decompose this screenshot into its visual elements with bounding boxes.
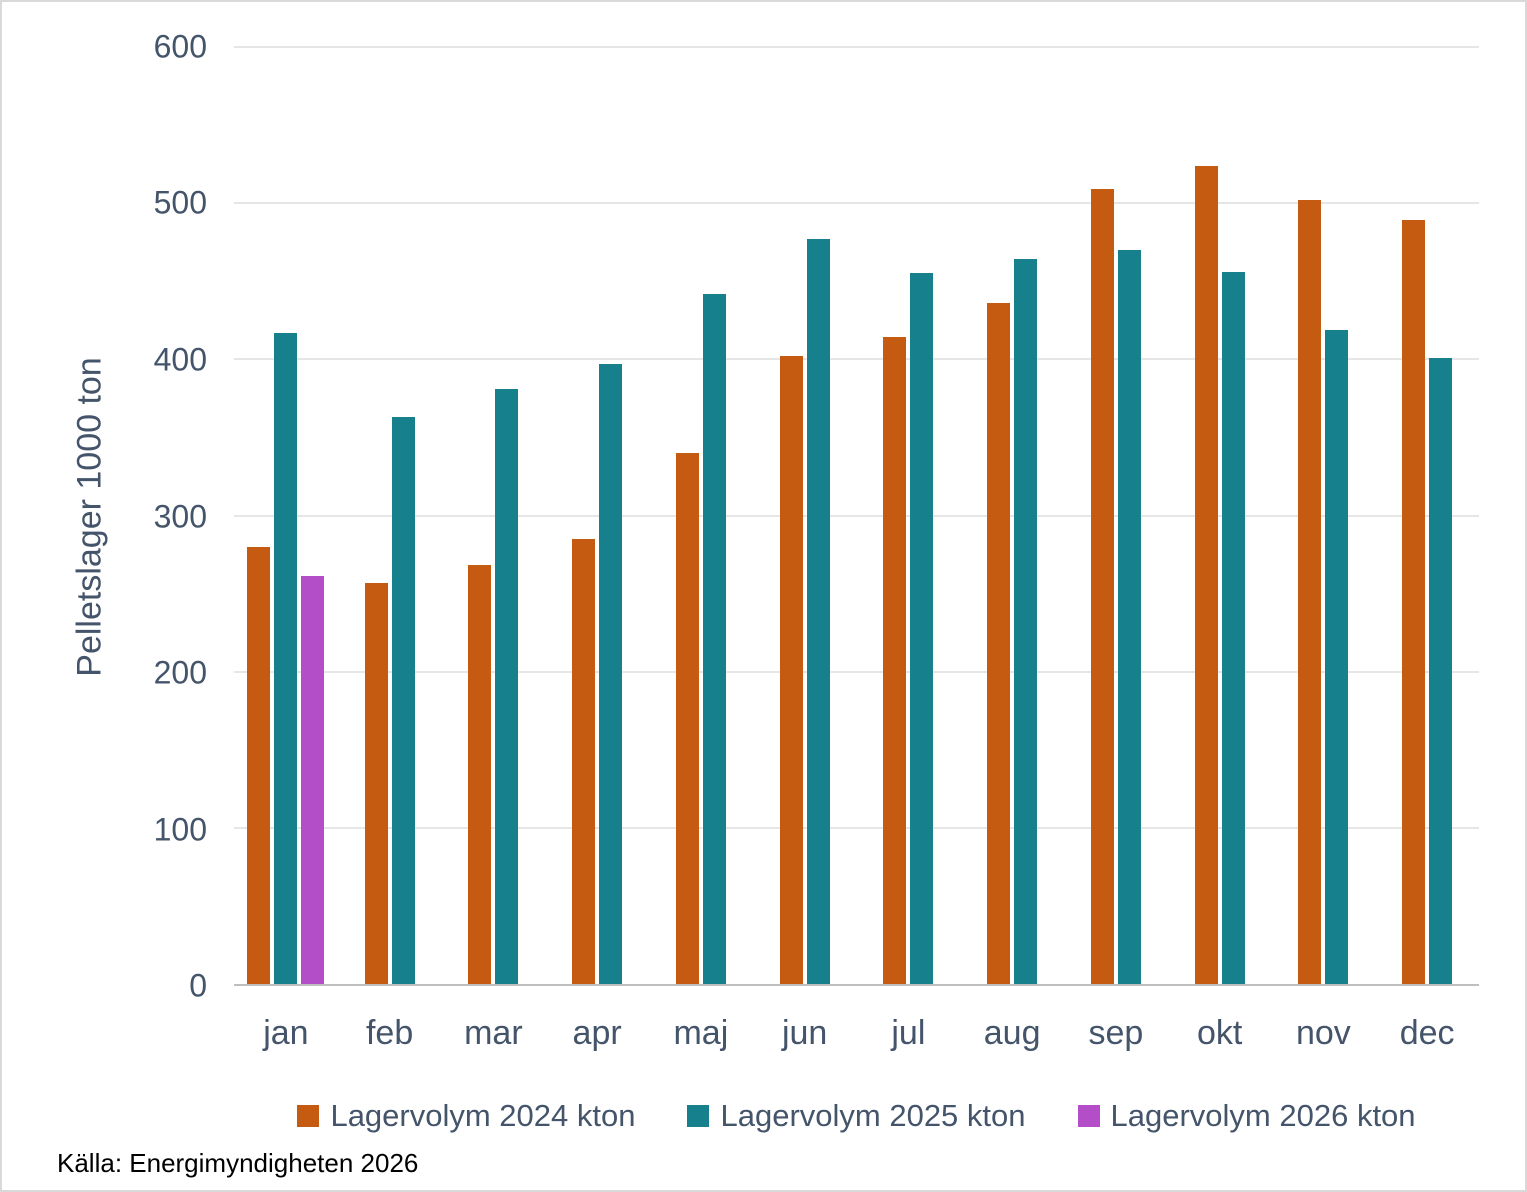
x-tick-label-mar: mar	[464, 1014, 523, 1052]
source-caption: Källa: Energimyndigheten 2026	[57, 1148, 419, 1178]
bar-sep-lagervolym-2025-kton	[1117, 250, 1141, 984]
x-tick-label-jun: jun	[781, 1014, 828, 1052]
legend-item-lagervolym-2024-kton: Lagervolym 2024 kton	[297, 1098, 635, 1134]
y-tick-label-200: 200	[153, 654, 207, 691]
bar-group-nov	[1272, 47, 1376, 984]
gridline-300	[234, 514, 1479, 517]
legend-item-lagervolym-2025-kton: Lagervolym 2025 kton	[687, 1098, 1026, 1134]
bar-group-maj	[649, 47, 753, 984]
legend: Lagervolym 2024 kton Lagervolym 2025 kton…	[234, 1098, 1479, 1134]
legend-swatch-icon	[297, 1105, 320, 1127]
y-tick-label-400: 400	[153, 341, 207, 378]
bar-jan-lagervolym-2025-kton	[274, 332, 298, 984]
bar-dec-lagervolym-2025-kton	[1429, 357, 1453, 984]
legend-swatch-icon	[1077, 1105, 1100, 1127]
x-tick-label-dec: dec	[1399, 1014, 1455, 1052]
gridline-500	[234, 202, 1479, 205]
bar-jul-lagervolym-2025-kton	[910, 273, 934, 984]
bar-nov-lagervolym-2024-kton	[1298, 200, 1322, 984]
bar-sep-lagervolym-2024-kton	[1090, 189, 1114, 984]
bar-group-dec	[1375, 47, 1479, 984]
gridline-400	[234, 358, 1479, 361]
bar-jan-lagervolym-2026-kton	[301, 576, 325, 984]
bar-mar-lagervolym-2025-kton	[495, 389, 519, 984]
bar-maj-lagervolym-2024-kton	[675, 453, 699, 984]
bar-feb-lagervolym-2025-kton	[391, 417, 415, 984]
x-tick-label-feb: feb	[365, 1014, 414, 1052]
y-axis-tick-labels: 0 100 200 300 400 500 600	[2, 29, 207, 1004]
bar-group-jan	[234, 47, 338, 984]
y-tick-label-100: 100	[153, 811, 207, 847]
x-tick-label-nov: nov	[1295, 1014, 1351, 1052]
gridline-100	[234, 826, 1479, 829]
legend-label: Lagervolym 2026 kton	[1110, 1098, 1416, 1133]
bar-jun-lagervolym-2024-kton	[779, 356, 803, 984]
bar-group-feb	[338, 47, 442, 984]
y-tick-label-600: 600	[153, 28, 207, 65]
x-tick-label-apr: apr	[572, 1014, 622, 1052]
y-tick-label-500: 500	[153, 184, 207, 221]
legend-label: Lagervolym 2025 kton	[720, 1098, 1026, 1133]
bar-apr-lagervolym-2025-kton	[599, 364, 623, 984]
x-tick-label-sep: sep	[1088, 1014, 1144, 1052]
bar-maj-lagervolym-2025-kton	[702, 293, 726, 984]
legend-label: Lagervolym 2024 kton	[330, 1098, 636, 1133]
x-axis-labels: jan feb mar apr maj jun jul aug sep okt nov dec	[234, 1014, 1479, 1053]
x-tick-label-aug: aug	[983, 1014, 1041, 1052]
bar-group-sep	[1064, 47, 1168, 984]
bar-group-jul	[857, 47, 961, 984]
bar-aug-lagervolym-2024-kton	[987, 303, 1011, 984]
y-tick-label-300: 300	[153, 498, 207, 534]
bar-jun-lagervolym-2025-kton	[806, 239, 830, 984]
y-tick-label-0: 0	[189, 967, 207, 1004]
gridline-600	[234, 46, 1479, 48]
bar-okt-lagervolym-2024-kton	[1194, 165, 1218, 984]
bar-feb-lagervolym-2024-kton	[364, 582, 388, 984]
x-tick-label-jan: jan	[263, 1014, 309, 1052]
bar-jan-lagervolym-2024-kton	[247, 546, 271, 984]
bar-jul-lagervolym-2024-kton	[883, 337, 907, 984]
bar-group-okt	[1168, 47, 1272, 984]
x-tick-label-maj: maj	[673, 1014, 729, 1052]
x-tick-label-okt: okt	[1196, 1014, 1243, 1052]
bar-okt-lagervolym-2025-kton	[1221, 271, 1245, 984]
bar-nov-lagervolym-2025-kton	[1325, 329, 1349, 984]
bar-group-jun	[753, 47, 857, 984]
bar-group-apr	[545, 47, 649, 984]
bar-mar-lagervolym-2024-kton	[468, 565, 492, 984]
legend-swatch-icon	[687, 1105, 710, 1127]
gridline-200	[234, 670, 1479, 673]
bar-groups	[234, 47, 1479, 984]
x-tick-label-jul: jul	[891, 1014, 926, 1052]
bar-group-mar	[442, 47, 546, 984]
bar-group-aug	[960, 47, 1064, 984]
plot-area	[234, 46, 1479, 986]
bar-aug-lagervolym-2025-kton	[1014, 259, 1038, 984]
bar-dec-lagervolym-2024-kton	[1402, 220, 1426, 984]
bar-apr-lagervolym-2024-kton	[572, 538, 596, 984]
legend-item-lagervolym-2026-kton: Lagervolym 2026 kton	[1077, 1098, 1416, 1134]
